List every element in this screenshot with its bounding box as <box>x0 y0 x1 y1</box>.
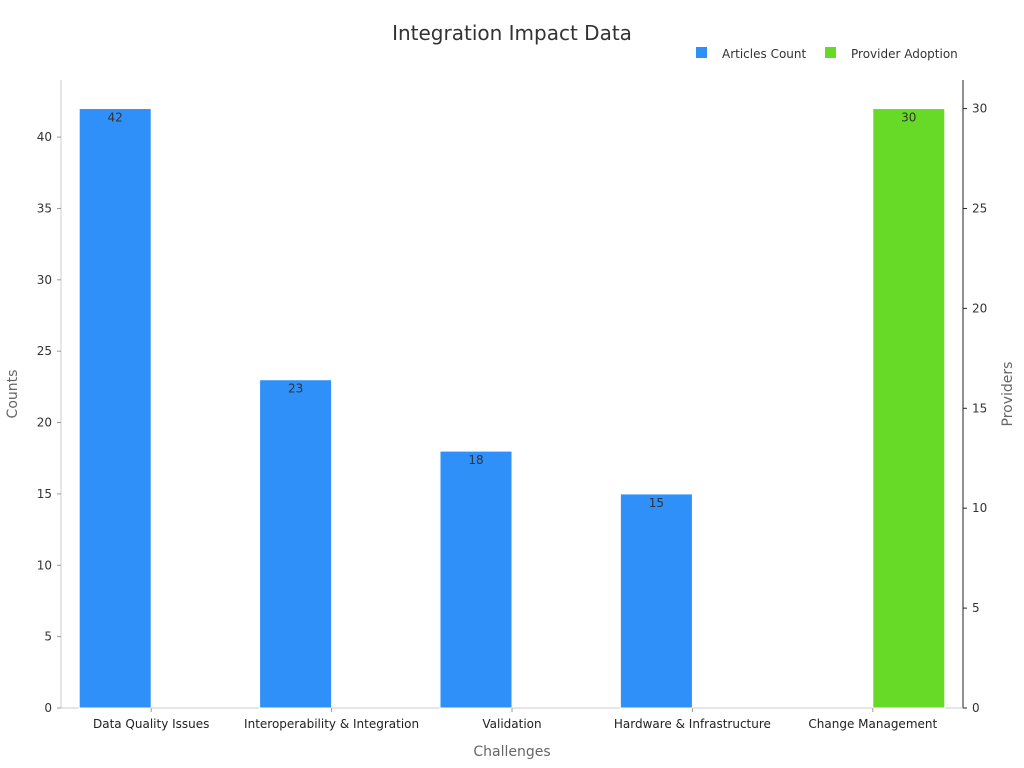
right-tick-label: 5 <box>972 601 980 615</box>
right-tick-label: 0 <box>972 701 980 715</box>
x-axis-title: Challenges <box>473 744 550 760</box>
chart-title: Integration Impact Data <box>392 21 632 45</box>
bar-provider-adoption-change-management[interactable] <box>872 108 946 709</box>
left-tick-label: 0 <box>44 701 52 715</box>
legend-swatch <box>825 47 836 58</box>
category-label-change-management: Change Management <box>808 717 937 731</box>
left-tick-label: 10 <box>37 558 52 572</box>
left-tick-label: 25 <box>37 344 52 358</box>
legend: Articles Count Provider Adoption <box>696 47 958 61</box>
bars <box>78 108 946 709</box>
right-tick-label: 25 <box>972 201 987 215</box>
right-tick-label: 20 <box>972 301 987 315</box>
category-label-interoperability-integration: Interoperability & Integration <box>244 717 419 731</box>
category-label-hardware-infrastructure: Hardware & Infrastructure <box>614 717 771 731</box>
left-tick-label: 5 <box>44 630 52 644</box>
right-tick-label: 30 <box>972 102 987 116</box>
legend-item-provider-adoption[interactable]: Provider Adoption <box>825 47 958 61</box>
legend-item-articles-count[interactable]: Articles Count <box>696 47 806 61</box>
left-tick-label: 15 <box>37 487 52 501</box>
data-label-change-management: 30 <box>901 111 916 125</box>
data-label-data-quality-issues: 42 <box>108 111 123 125</box>
y-axis-title-right: Providers <box>1000 362 1016 427</box>
right-axis-ticks: 0 5 10 15 20 25 30 <box>963 102 987 715</box>
category-labels: Data Quality Issues Interoperability & In… <box>93 708 937 731</box>
left-tick-label: 20 <box>37 416 52 430</box>
data-label-validation: 18 <box>468 453 483 467</box>
bar-articles-count-data-quality-issues[interactable] <box>78 108 152 709</box>
left-tick-label: 30 <box>37 273 52 287</box>
right-tick-label: 10 <box>972 501 987 515</box>
left-tick-label: 35 <box>37 201 52 215</box>
data-label-interoperability-integration: 23 <box>288 382 303 396</box>
data-labels: 42 23 18 15 30 <box>108 111 917 510</box>
category-label-data-quality-issues: Data Quality Issues <box>93 717 209 731</box>
legend-swatch <box>696 47 707 58</box>
bar-articles-count-hardware-infrastructure[interactable] <box>619 493 693 709</box>
right-tick-label: 15 <box>972 401 987 415</box>
bar-articles-count-validation[interactable] <box>439 450 513 709</box>
bar-articles-count-interoperability-integration[interactable] <box>259 379 333 709</box>
left-tick-label: 40 <box>37 130 52 144</box>
y-axis-title-left: Counts <box>5 370 21 419</box>
data-label-hardware-infrastructure: 15 <box>649 496 664 510</box>
legend-label: Articles Count <box>722 47 806 61</box>
legend-label: Provider Adoption <box>851 47 958 61</box>
category-label-validation: Validation <box>482 717 541 731</box>
left-axis-ticks: 0 5 10 15 20 25 30 35 40 <box>37 130 61 715</box>
